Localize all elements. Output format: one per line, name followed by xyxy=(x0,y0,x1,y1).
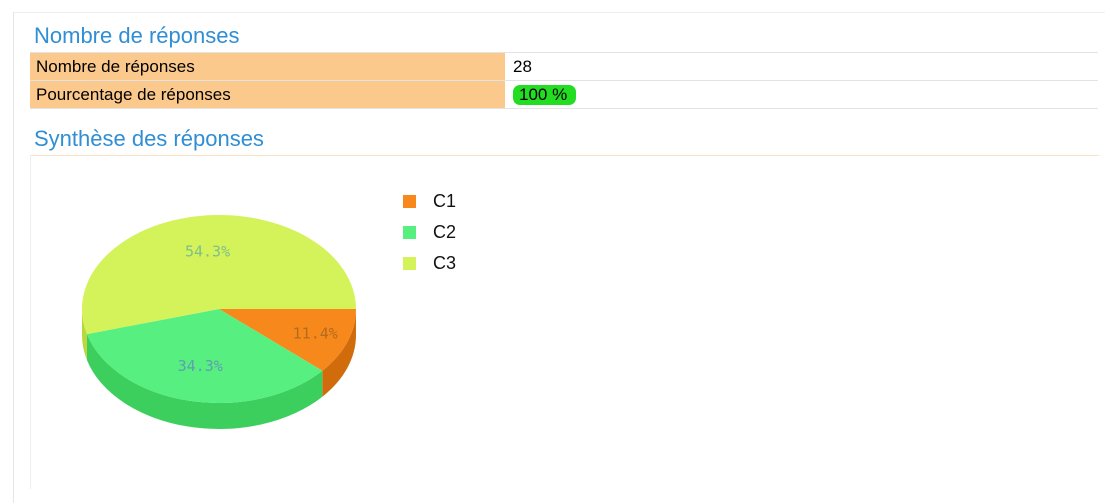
responses-stats-table: Nombre de réponses 28 Pourcentage de rép… xyxy=(30,52,1098,109)
legend-swatch xyxy=(403,226,416,239)
pie-label-c2: 34.3% xyxy=(178,357,223,375)
pie-side-c3 xyxy=(82,309,87,361)
legend-label: C1 xyxy=(433,191,457,211)
pie-chart: 11.4% 34.3% 54.3% xyxy=(82,214,356,429)
responses-percentage-cell: 100 % xyxy=(505,80,1098,109)
pie-label-c3: 54.3% xyxy=(185,242,230,260)
pie-side-c1 xyxy=(322,309,356,397)
top-divider xyxy=(13,12,1105,13)
table-row: Nombre de réponses 28 xyxy=(30,52,1098,81)
legend-swatch xyxy=(403,257,416,270)
legend-label: C2 xyxy=(433,222,457,242)
pie-slice-c3 xyxy=(82,214,356,335)
responses-count-value: 28 xyxy=(505,52,1098,81)
responses-percentage-badge: 100 % xyxy=(513,84,577,105)
legend-label: C3 xyxy=(433,253,457,273)
responses-count-label: Nombre de réponses xyxy=(30,52,505,81)
pie-side-c2 xyxy=(86,334,323,429)
pie-label-c1: 11.4% xyxy=(293,325,338,343)
pie-slice-c1 xyxy=(219,309,356,371)
table-row: Pourcentage de réponses 100 % xyxy=(30,80,1098,109)
legend-swatch xyxy=(403,195,416,208)
left-divider xyxy=(13,12,14,503)
pie-slice-c2 xyxy=(86,309,323,403)
synthesis-panel: 11.4% 34.3% 54.3% xyxy=(30,155,1099,489)
synthesis-title: Synthèse des réponses xyxy=(34,126,264,151)
responses-percentage-label: Pourcentage de réponses xyxy=(30,80,505,109)
responses-count-title: Nombre de réponses xyxy=(34,23,240,48)
